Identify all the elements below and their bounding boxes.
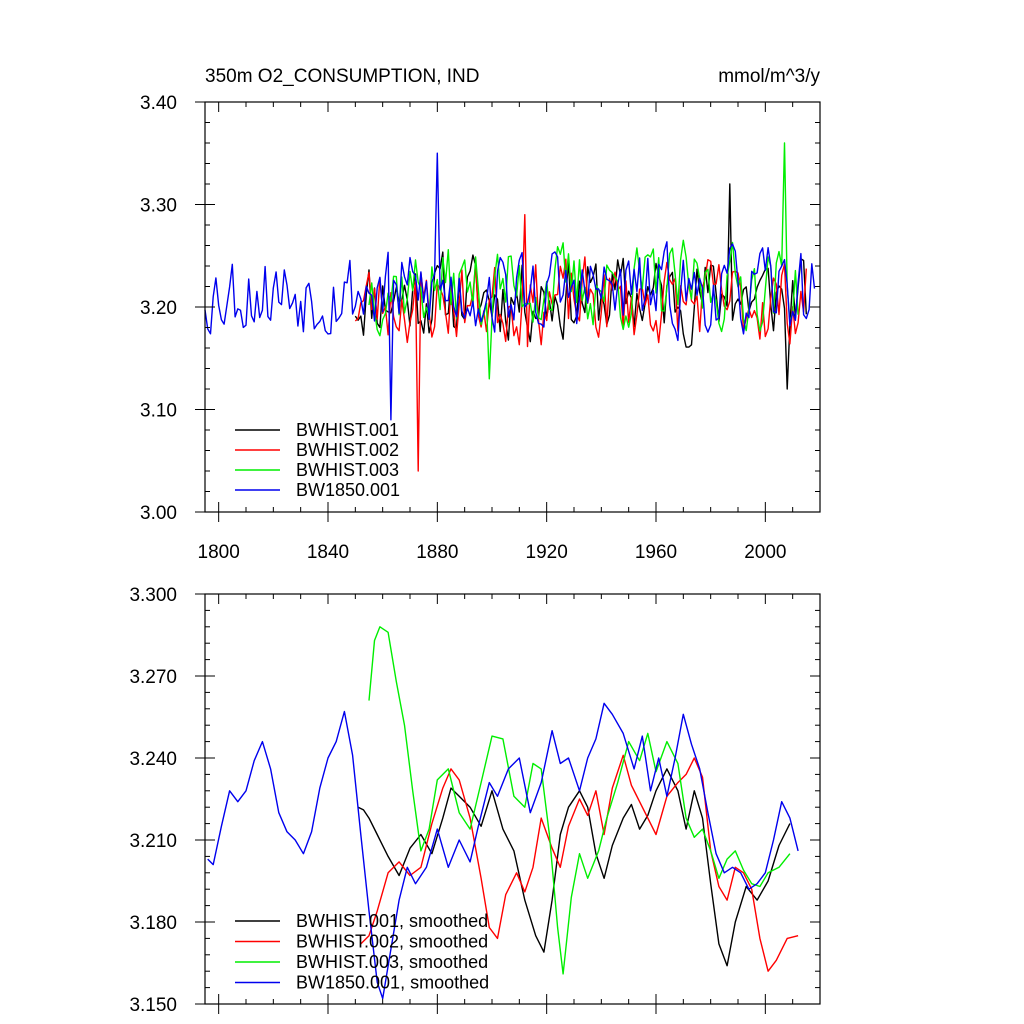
y-tick-label: 3.210	[129, 831, 177, 852]
x-tick-label: 1800	[198, 542, 240, 563]
legend-label-bw1850-001-smoothed: BW1850.001, smoothed	[296, 973, 489, 993]
ticks-layer: 1800 1840 1880 1920 1960 2000 3.00 3.10 3.20 3.30…	[140, 93, 821, 563]
legend-label-bwhist-002: BWHIST.002	[296, 440, 399, 460]
ticks-layer: 3.150 3.180 3.210 3.240 3.270 3.300	[129, 585, 821, 1016]
series-line-bwhist-002	[354, 214, 807, 472]
legend-label-bwhist-001-smoothed: BWHIST.001, smoothed	[296, 911, 488, 931]
x-tick-label: 1920	[526, 542, 568, 563]
y-tick-label: 3.270	[129, 667, 177, 688]
chart-top-panel: 350m O2_CONSUMPTION, IND mmol/m^3/y 1800…	[140, 66, 821, 563]
y-tick-label: 3.20	[140, 298, 177, 319]
chart-bottom-panel: 3.150 3.180 3.210 3.240 3.270 3.300 BWHIST.00…	[129, 585, 821, 1016]
plot-frame	[204, 593, 821, 1005]
x-tick-label: 2000	[744, 542, 786, 563]
x-tick-label: 1840	[307, 542, 349, 563]
chart-title: 350m O2_CONSUMPTION, IND	[205, 66, 480, 87]
y-tick-label: 3.10	[140, 401, 177, 422]
y-tick-label: 3.30	[140, 196, 177, 217]
y-tick-label: 3.40	[140, 93, 177, 114]
y-tick-label: 3.240	[129, 749, 177, 770]
legend-label-bwhist-003: BWHIST.003	[296, 460, 399, 480]
series-line-bwhist-002-smoothed	[360, 754, 799, 972]
series-layer	[207, 626, 799, 1000]
legend-label-bw1850-001: BW1850.001	[296, 480, 400, 500]
legend-label-bwhist-002-smoothed: BWHIST.002, smoothed	[296, 932, 488, 952]
series-line-bwhist-003-smoothed	[368, 626, 791, 975]
series-line-bwhist-003	[368, 142, 799, 380]
series-line-bw1850-001-smoothed	[207, 702, 799, 1000]
y-tick-label: 3.180	[129, 913, 177, 934]
units-label: mmol/m^3/y	[718, 66, 820, 87]
y-tick-label: 3.300	[129, 585, 177, 606]
legend-label-bwhist-003-smoothed: BWHIST.003, smoothed	[296, 952, 488, 972]
legend-label-bwhist-001: BWHIST.001	[296, 420, 399, 440]
y-tick-label: 3.150	[129, 995, 177, 1016]
y-tick-label: 3.00	[140, 503, 177, 524]
series-layer	[204, 142, 816, 472]
x-tick-label: 1880	[416, 542, 458, 563]
series-line-bw1850-001	[204, 152, 816, 421]
x-tick-label: 1960	[635, 542, 677, 563]
